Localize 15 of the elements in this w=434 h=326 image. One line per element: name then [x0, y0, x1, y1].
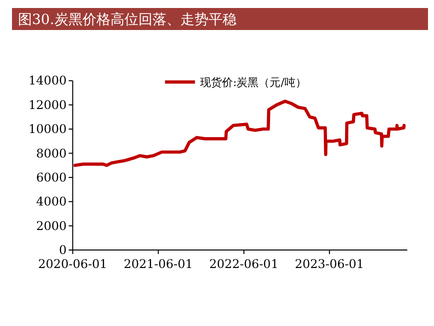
- x-tick-label: 2021-06-01: [124, 257, 193, 271]
- y-tick-label: 0: [59, 243, 67, 257]
- legend: 现货价:炭黑（元/吨）: [165, 76, 306, 89]
- x-tick-label: 2022-06-01: [209, 257, 278, 271]
- y-tick-label: 14000: [28, 74, 67, 88]
- title: 图30.炭黑价格高位回落、走势平稳: [18, 12, 236, 28]
- x-tick-label: 2020-06-01: [38, 257, 108, 271]
- legend-label: 现货价:炭黑（元/吨）: [200, 76, 306, 89]
- x-tick-label: 2023-06-01: [294, 257, 364, 271]
- y-tick-label: 4000: [36, 194, 67, 209]
- y-tick-label: 2000: [36, 218, 67, 233]
- y-tick-label: 12000: [28, 98, 67, 112]
- y-tick-label: 6000: [36, 170, 67, 184]
- y-tick-label: 10000: [28, 122, 67, 136]
- y-tick-label: 8000: [36, 146, 67, 160]
